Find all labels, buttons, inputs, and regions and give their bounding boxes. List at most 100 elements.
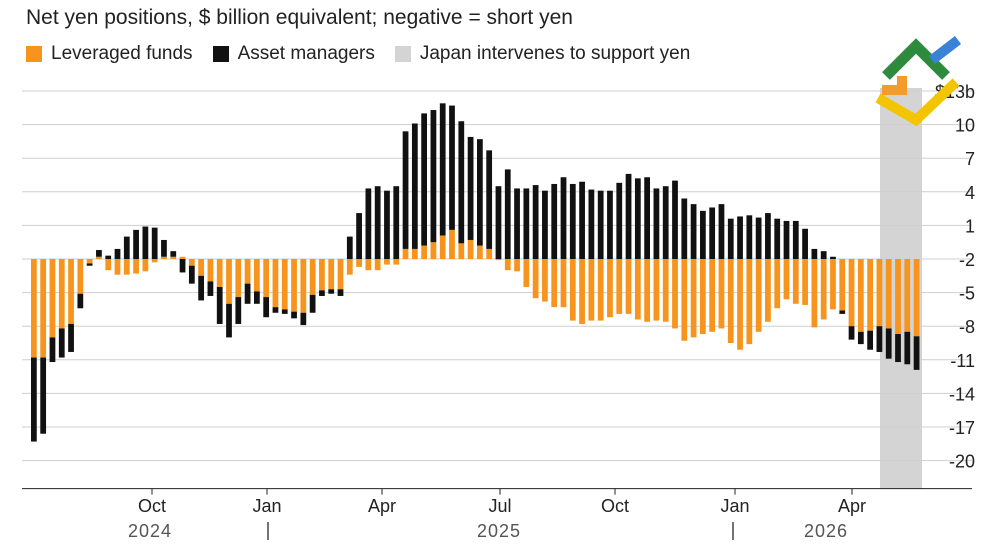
- legend-label-intervention: Japan intervenes to support yen: [419, 43, 691, 64]
- bar-asset-managers: [607, 190, 613, 259]
- y-tick-label: -11: [950, 351, 975, 371]
- bar-asset-managers: [830, 256, 836, 259]
- bar-leveraged-funds: [439, 235, 446, 259]
- bar-asset-managers: [393, 186, 400, 259]
- y-tick-label: -2: [959, 250, 975, 270]
- bar-leveraged-funds: [235, 259, 242, 298]
- bar-asset-managers: [49, 337, 56, 363]
- bar-asset-managers: [411, 123, 418, 249]
- y-tick-label: -20: [949, 452, 975, 472]
- bar-leveraged-funds: [504, 259, 511, 271]
- y-tick-label: 4: [965, 183, 975, 203]
- bar-leveraged-funds: [319, 259, 325, 291]
- bar-leveraged-funds: [811, 259, 818, 328]
- bar-leveraged-funds: [904, 259, 911, 332]
- bar-asset-managers: [123, 236, 130, 259]
- bar-asset-managers: [170, 251, 177, 257]
- bar-asset-managers: [579, 181, 585, 259]
- bar-asset-managers: [226, 303, 232, 338]
- bar-leveraged-funds: [207, 259, 214, 282]
- bar-leveraged-funds: [885, 259, 892, 329]
- bar-asset-managers: [895, 334, 901, 363]
- bar-leveraged-funds: [226, 259, 232, 304]
- bar-asset-managers: [244, 283, 251, 304]
- bar-leveraged-funds: [607, 259, 613, 318]
- bar-leveraged-funds: [467, 239, 474, 259]
- legend-swatch-asset-managers: [212, 46, 229, 62]
- bar-asset-managers: [105, 255, 112, 259]
- bar-asset-managers: [216, 287, 223, 324]
- bar-asset-managers: [300, 312, 307, 326]
- bar-leveraged-funds: [114, 259, 121, 275]
- bar-asset-managers: [672, 180, 678, 259]
- bar-leveraged-funds: [402, 248, 409, 259]
- bar-leveraged-funds: [848, 259, 855, 327]
- bar-asset-managers: [774, 218, 781, 259]
- bar-asset-managers: [588, 189, 595, 259]
- x-tick-label: Apr: [368, 496, 396, 516]
- bar-asset-managers: [477, 139, 483, 246]
- bar-asset-managers: [848, 326, 855, 340]
- bar-asset-managers: [31, 357, 37, 442]
- bar-leveraged-funds: [616, 259, 623, 314]
- bar-asset-managers: [690, 204, 697, 259]
- bar-asset-managers: [867, 330, 874, 350]
- bar-asset-managers: [913, 336, 920, 370]
- bar-asset-managers: [86, 263, 93, 266]
- bar-asset-managers: [374, 186, 381, 259]
- bar-leveraged-funds: [123, 259, 130, 275]
- bar-asset-managers: [68, 323, 74, 352]
- bar-asset-managers: [839, 310, 846, 314]
- chart-title: Net yen positions, $ billion equivalent;…: [26, 6, 573, 29]
- bar-asset-managers: [709, 207, 716, 259]
- x-tick-label: Jan: [720, 496, 749, 516]
- bar-asset-managers: [765, 213, 771, 259]
- bar-asset-managers: [737, 216, 743, 259]
- bar-asset-managers: [653, 188, 660, 259]
- bar-asset-managers: [309, 294, 316, 313]
- bar-leveraged-funds: [458, 243, 465, 259]
- bar-asset-managers: [811, 248, 818, 259]
- bar-leveraged-funds: [430, 242, 437, 259]
- bar-leveraged-funds: [588, 259, 595, 321]
- bar-leveraged-funds: [384, 259, 390, 265]
- bar-leveraged-funds: [77, 259, 84, 294]
- bar-leveraged-funds: [690, 259, 697, 338]
- bar-leveraged-funds: [281, 259, 288, 310]
- bar-leveraged-funds: [560, 259, 567, 308]
- bar-leveraged-funds: [727, 259, 734, 343]
- bar-leveraged-funds: [244, 259, 251, 284]
- bar-leveraged-funds: [170, 256, 177, 259]
- bar-leveraged-funds: [68, 259, 74, 324]
- bar-leveraged-funds: [857, 259, 864, 332]
- bar-asset-managers: [569, 183, 576, 259]
- bar-asset-managers: [904, 331, 911, 365]
- bar-asset-managers: [662, 186, 669, 259]
- bar-asset-managers: [254, 291, 260, 304]
- bar-asset-managers: [96, 250, 102, 257]
- bar-leveraged-funds: [653, 259, 660, 321]
- bar-asset-managers: [207, 281, 214, 296]
- bar-asset-managers: [40, 357, 47, 434]
- bar-leveraged-funds: [625, 259, 632, 314]
- y-tick-label: 1: [965, 216, 975, 236]
- bar-asset-managers: [365, 188, 372, 259]
- bar-leveraged-funds: [86, 259, 93, 264]
- bar-asset-managers: [402, 131, 409, 249]
- x-tick-label: Oct: [138, 496, 166, 516]
- x-tick-label: Jan: [252, 496, 281, 516]
- bar-asset-managers: [727, 218, 734, 259]
- legend-item-leveraged-funds: Leveraged funds: [26, 43, 193, 65]
- bar-asset-managers: [857, 331, 864, 345]
- bar-asset-managers: [792, 220, 799, 259]
- bar-leveraged-funds: [802, 259, 808, 305]
- y-tick-label: -14: [949, 384, 975, 404]
- bar-leveraged-funds: [737, 259, 743, 350]
- bar-asset-managers: [319, 290, 325, 296]
- bar-asset-managers: [449, 105, 455, 230]
- bar-leveraged-funds: [300, 259, 307, 313]
- bar-asset-managers: [133, 229, 139, 259]
- bar-asset-managers: [421, 113, 428, 246]
- x-tick-label: Apr: [838, 496, 866, 516]
